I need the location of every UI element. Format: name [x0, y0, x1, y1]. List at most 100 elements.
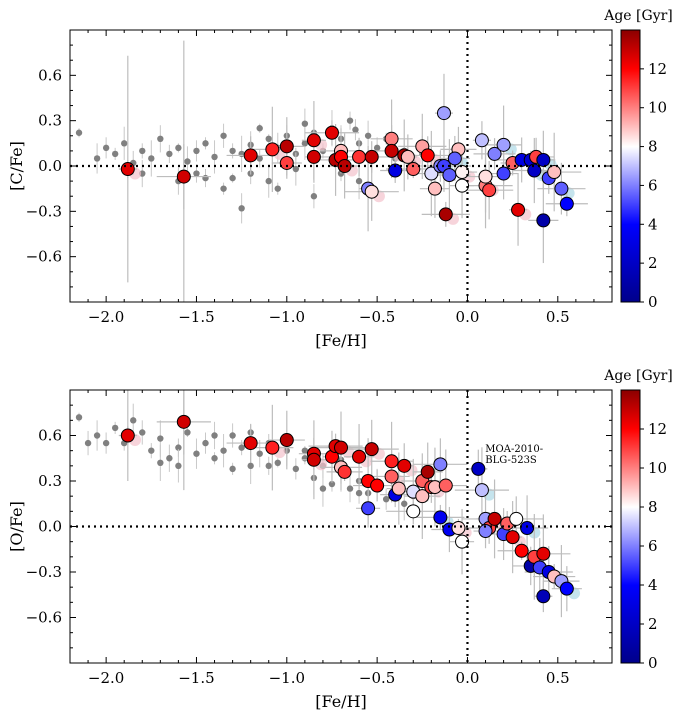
colorbar-tick-label: 2	[648, 615, 658, 633]
x-axis-title: [Fe/H]	[315, 692, 367, 711]
star-point	[324, 125, 339, 140]
star-point	[496, 166, 511, 181]
background-point	[166, 150, 173, 158]
star-point	[391, 481, 406, 496]
colorbar-tick-label: 4	[648, 215, 658, 233]
star-point	[451, 521, 466, 536]
colorbar-tick-label: 0	[648, 293, 658, 311]
star-point	[496, 137, 511, 152]
star-point	[306, 452, 321, 467]
background-point	[220, 185, 227, 192]
background-point	[229, 147, 236, 155]
background-point	[229, 465, 236, 473]
star-point	[334, 440, 348, 455]
background-point	[401, 500, 408, 507]
star-point	[120, 162, 135, 177]
background-point	[202, 174, 209, 182]
star-point	[442, 168, 457, 183]
background-point	[274, 185, 281, 192]
x-tick-label: −0.5	[359, 669, 395, 687]
star-point	[361, 501, 376, 516]
background-point	[175, 462, 182, 470]
background-point	[373, 144, 381, 152]
star-point	[120, 428, 135, 443]
star-point	[527, 163, 542, 178]
star-point	[447, 151, 462, 166]
star-point	[438, 207, 453, 222]
background-point	[355, 177, 363, 185]
x-tick-label: 0.0	[456, 308, 480, 326]
background-point	[84, 439, 92, 447]
colorbar-tick-label: 6	[648, 176, 658, 194]
star-point	[406, 162, 421, 177]
x-tick-label: 0.5	[546, 669, 570, 687]
y-tick-label: −0.6	[26, 609, 62, 627]
background-point	[193, 147, 200, 155]
background-point	[111, 150, 119, 158]
background-point	[301, 120, 309, 127]
star-point	[474, 133, 489, 148]
star-point	[433, 457, 448, 472]
background-point	[102, 144, 110, 152]
star-point	[520, 521, 535, 536]
star-point	[478, 169, 493, 184]
background-point	[157, 135, 164, 142]
x-tick-label: −1.5	[178, 669, 214, 687]
star-point	[487, 511, 502, 526]
background-point	[274, 459, 281, 466]
star-point	[364, 184, 379, 199]
star-point	[511, 202, 526, 217]
star-point	[436, 106, 451, 121]
star-point	[554, 181, 569, 196]
star-point	[474, 483, 489, 498]
background-point	[75, 414, 83, 421]
background-point	[256, 450, 263, 457]
star-point	[420, 148, 435, 163]
star-point	[388, 163, 403, 178]
star-point	[482, 183, 497, 198]
star-point	[279, 155, 294, 170]
x-axis-title: [Fe/H]	[315, 331, 367, 350]
background-point	[355, 489, 363, 497]
annotation-label: MOA-2010-	[485, 444, 543, 455]
star-point	[400, 149, 415, 164]
background-point	[238, 205, 245, 212]
background-point	[301, 447, 309, 454]
background-point	[229, 432, 236, 439]
background-point	[166, 455, 173, 462]
star-point	[176, 414, 191, 429]
background-point	[346, 485, 354, 492]
star-point	[279, 139, 294, 154]
star-point	[352, 449, 367, 464]
star-point	[337, 159, 352, 173]
star-point	[509, 511, 524, 526]
star-point	[364, 442, 379, 457]
background-point	[184, 158, 191, 165]
star-point	[406, 504, 421, 519]
star-point	[455, 165, 470, 180]
plot-area	[75, 40, 588, 302]
star-point	[415, 489, 430, 504]
star-point	[471, 461, 486, 476]
colorbar-tick-label: 0	[648, 654, 658, 672]
star-point	[420, 464, 435, 479]
colorbar-tick-label: 10	[648, 459, 667, 477]
background-point	[238, 444, 245, 451]
background-point	[175, 444, 182, 451]
star-point	[514, 543, 529, 558]
x-tick-label: −1.5	[178, 308, 214, 326]
background-point	[352, 126, 359, 133]
background-point	[247, 462, 254, 470]
y-tick-label: −0.3	[26, 563, 62, 581]
x-tick-label: 0.0	[456, 669, 480, 687]
star-point	[279, 433, 294, 448]
star-point	[559, 196, 574, 211]
background-point	[292, 465, 300, 473]
plot-area	[75, 390, 582, 618]
background-point	[265, 177, 272, 185]
star-point	[455, 178, 470, 193]
y-axis-title: [O/Fe]	[7, 501, 26, 552]
star-point	[384, 143, 399, 158]
background-point	[265, 462, 272, 470]
y-tick-label: 0.0	[38, 518, 62, 536]
